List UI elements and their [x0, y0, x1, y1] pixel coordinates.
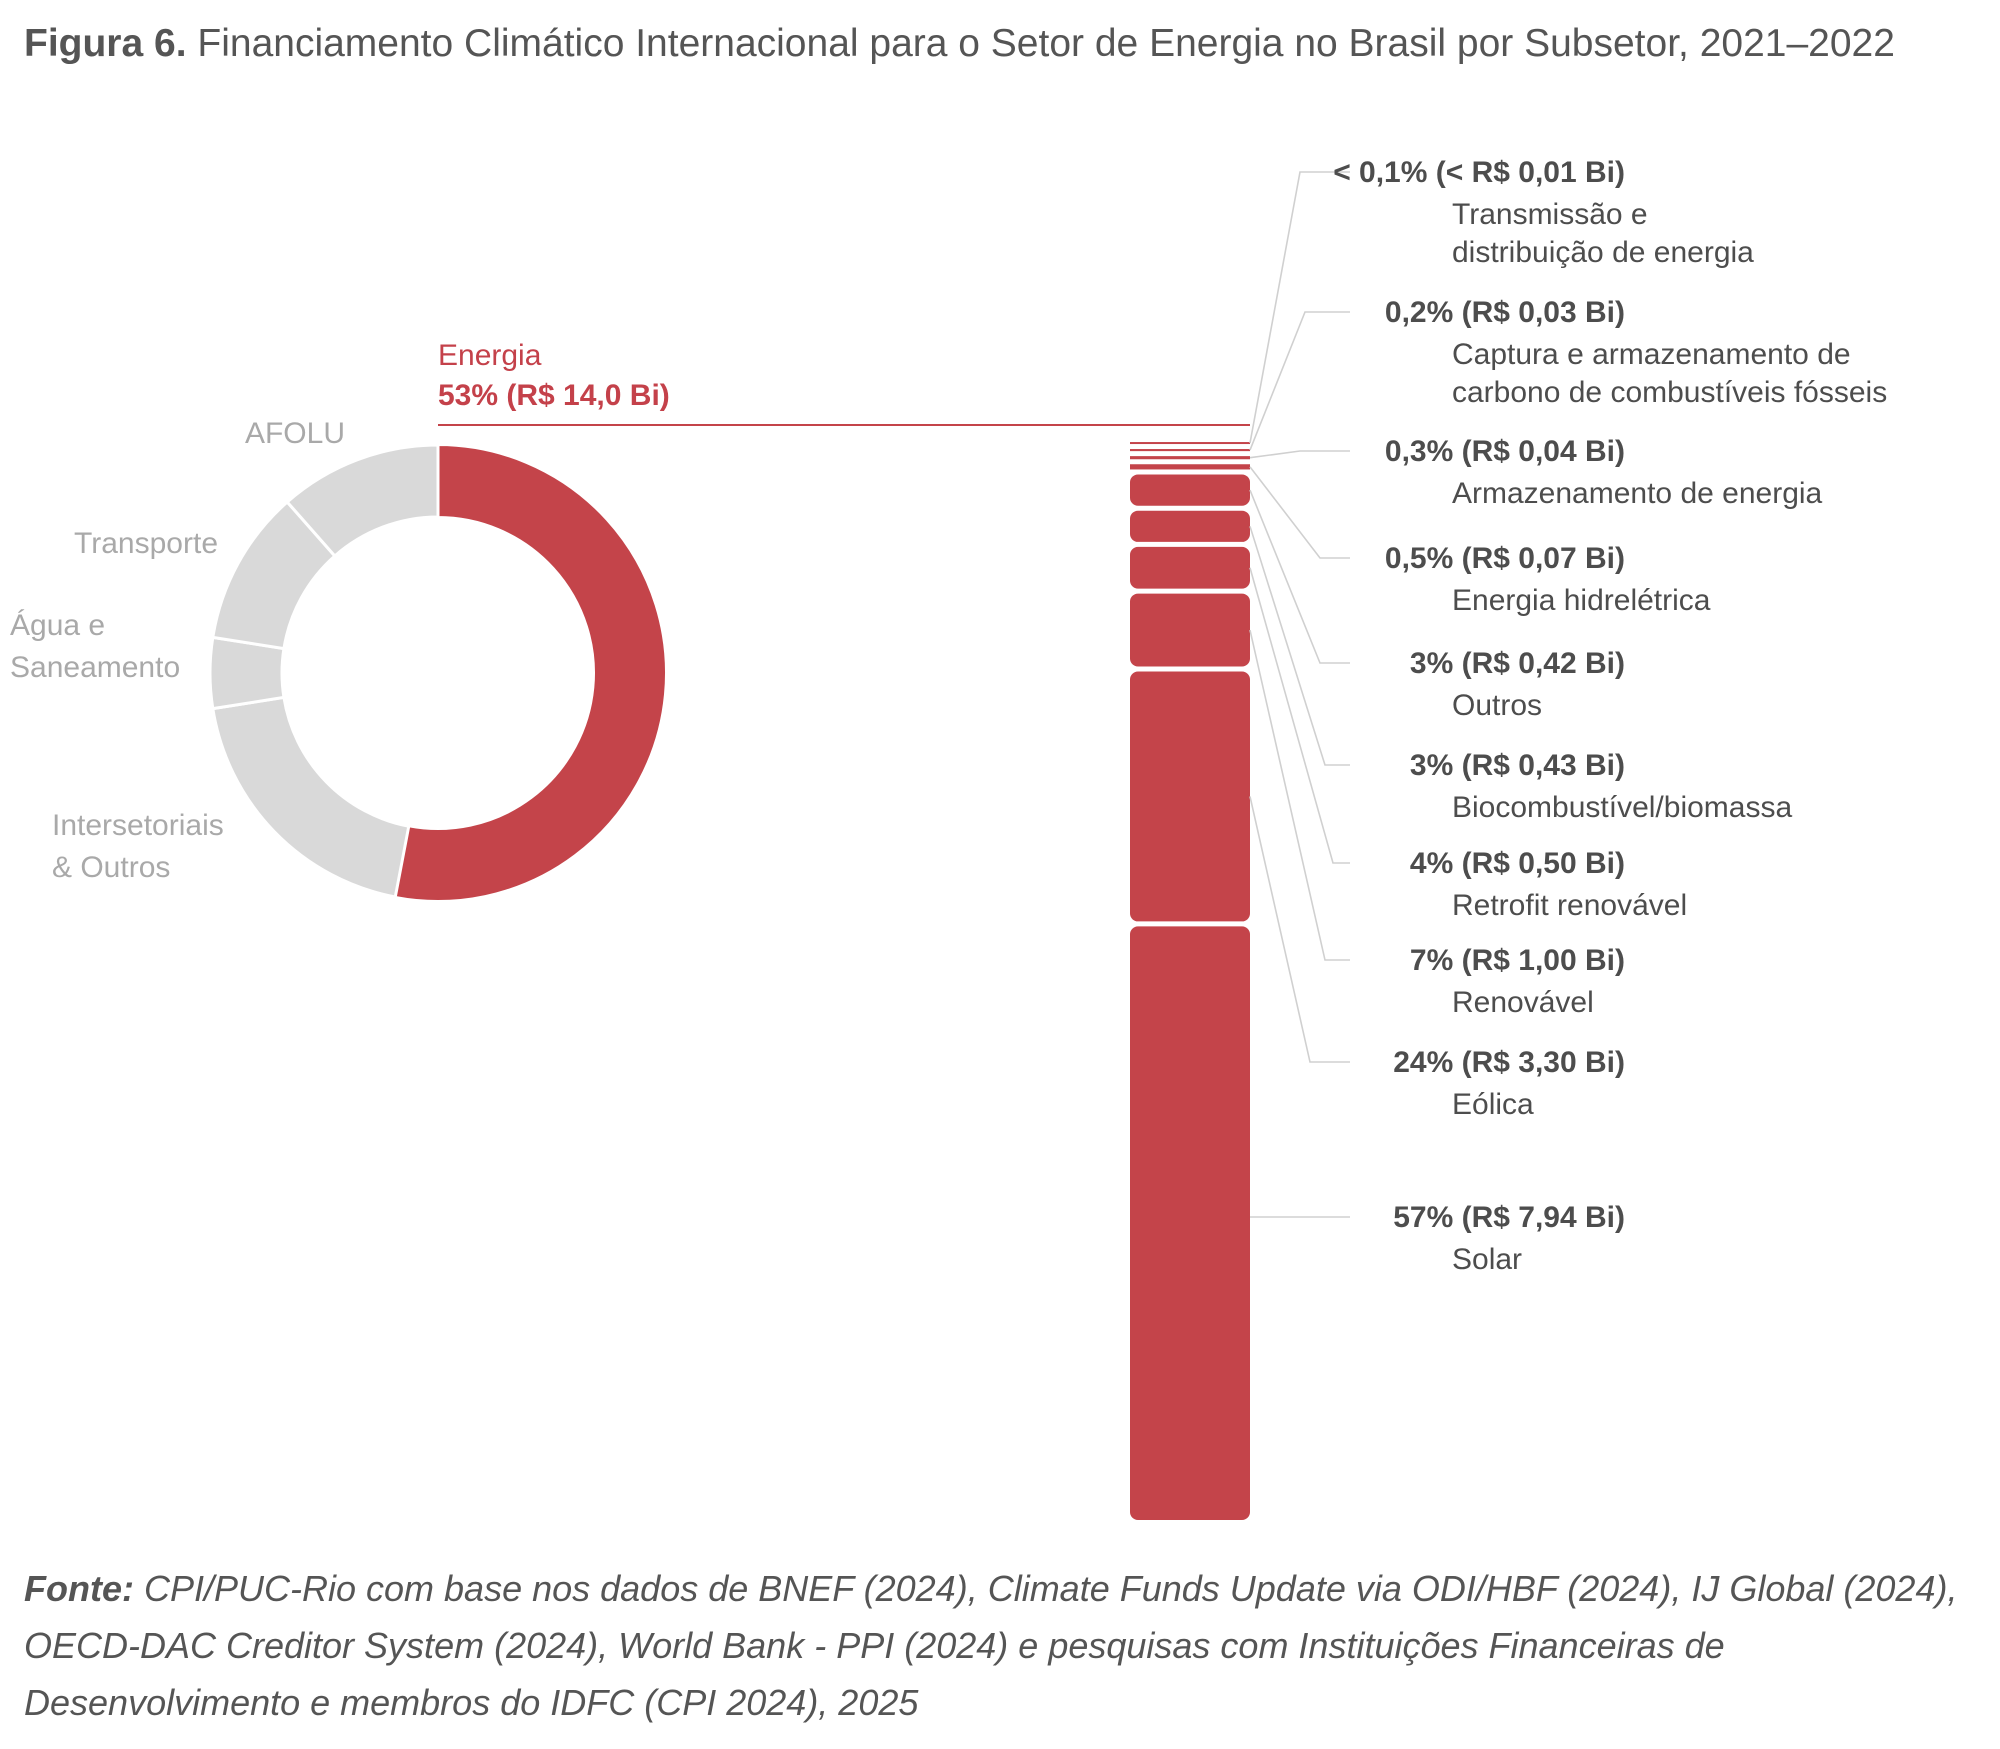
donut-slice-intersetoriais-outros [211, 695, 411, 899]
donut-label-agua-e-saneamento: Água e Saneamento [10, 609, 180, 684]
energy-subsector-bar [1130, 442, 1250, 1520]
bar-segment-outros [1130, 474, 1250, 506]
bar-segment-armazenamento-de-energia [1130, 456, 1250, 460]
bar-segment-retrofit-renovavel [1130, 546, 1250, 589]
value-label-renovavel: 7% (R$ 1,00 Bi) [1410, 944, 1625, 977]
connector-captura-e-armazenamento-de-carbono-de-combustiveis-fosseis [1249, 311, 1350, 451]
value-label-eolica: 24% (R$ 3,30 Bi) [1393, 1046, 1625, 1079]
name-label-outros: Outros [1452, 689, 1542, 722]
source-text: CPI/PUC-Rio com base nos dados de BNEF (… [24, 1568, 1958, 1723]
energy-name-label: Energia [438, 339, 542, 372]
value-label-biocombustivel-biomassa: 3% (R$ 0,43 Bi) [1410, 749, 1625, 782]
connector-transmissao-e-distribuicao-de-energia [1249, 171, 1350, 444]
source-note: Fonte: CPI/PUC-Rio com base nos dados de… [24, 1560, 1974, 1731]
energy-value-label: 53% (R$ 14,0 Bi) [438, 379, 670, 412]
name-label-transmissao-e-distribuicao-de-energia: Transmissão e distribuição de energia [1452, 198, 1754, 269]
value-label-retrofit-renovavel: 4% (R$ 0,50 Bi) [1410, 847, 1625, 880]
donut-slice-energia [394, 443, 667, 902]
bar-segment-renovavel [1130, 593, 1250, 667]
bar-segment-solar [1130, 926, 1250, 1520]
energy-callout: Energia 53% (R$ 14,0 Bi) [438, 339, 1250, 426]
name-label-renovavel: Renovável [1452, 986, 1594, 1019]
figure-label: Figura 6. [24, 22, 187, 65]
bar-segment-energia-hidreletrica [1130, 464, 1250, 470]
donut-label-afolu: AFOLU [245, 417, 345, 450]
value-label-transmissao-e-distribuicao-de-energia: < 0,1% (< R$ 0,01 Bi) [1333, 156, 1625, 189]
connector-renovavel [1249, 629, 1350, 961]
value-label-energia-hidreletrica: 0,5% (R$ 0,07 Bi) [1385, 542, 1625, 575]
name-label-armazenamento-de-energia: Armazenamento de energia [1452, 477, 1823, 510]
value-label-captura-e-armazenamento-de-carbono-de-combustiveis-fosseis: 0,2% (R$ 0,03 Bi) [1385, 296, 1625, 329]
donut-chart: Intersetoriais & Outros Água e Saneamento Tr… [10, 417, 667, 902]
name-label-solar: Solar [1452, 1243, 1522, 1276]
donut-slice-afolu [285, 443, 440, 559]
energy-subsector-labels: 57% (R$ 7,94 Bi) Solar 24% (R$ 3,30 Bi) Eól… [1249, 156, 1887, 1276]
connector-biocombustivel-biomassa [1249, 526, 1350, 766]
bar-segment-captura-e-armazenamento-de-carbono-de-combustiveis-fosseis [1130, 449, 1250, 452]
donut-label-intersetoriais-outros: Intersetoriais & Outros [52, 809, 224, 884]
connector-retrofit-renovavel [1249, 567, 1350, 864]
bar-segment-biocombustivel-biomassa [1130, 510, 1250, 542]
connector-armazenamento-de-energia [1249, 450, 1350, 459]
connector-eolica [1249, 796, 1350, 1063]
donut-label-transporte: Transporte [74, 527, 218, 560]
source-label: Fonte: [24, 1568, 134, 1609]
name-label-captura-e-armazenamento-de-carbono-de-combustiveis-fosseis: Captura e armazenamento de carbono de com… [1452, 338, 1887, 409]
value-label-solar: 57% (R$ 7,94 Bi) [1393, 1201, 1625, 1234]
value-label-outros: 3% (R$ 0,42 Bi) [1410, 647, 1625, 680]
figure-title-text: Financiamento Climático Internacional pa… [197, 22, 1895, 65]
connector-energia-hidreletrica [1249, 466, 1350, 559]
value-label-armazenamento-de-energia: 0,3% (R$ 0,04 Bi) [1385, 435, 1625, 468]
name-label-retrofit-renovavel: Retrofit renovável [1452, 889, 1687, 922]
name-label-energia-hidreletrica: Energia hidrelétrica [1452, 584, 1711, 617]
connector-outros [1249, 489, 1350, 664]
figure-title: Figura 6. Financiamento Climático Intern… [24, 22, 1895, 66]
bar-segment-transmissao-e-distribuicao-de-energia [1130, 442, 1250, 445]
name-label-biocombustivel-biomassa: Biocombustível/biomassa [1452, 791, 1792, 824]
name-label-eolica: Eólica [1452, 1088, 1534, 1121]
bar-segment-eolica [1130, 671, 1250, 922]
